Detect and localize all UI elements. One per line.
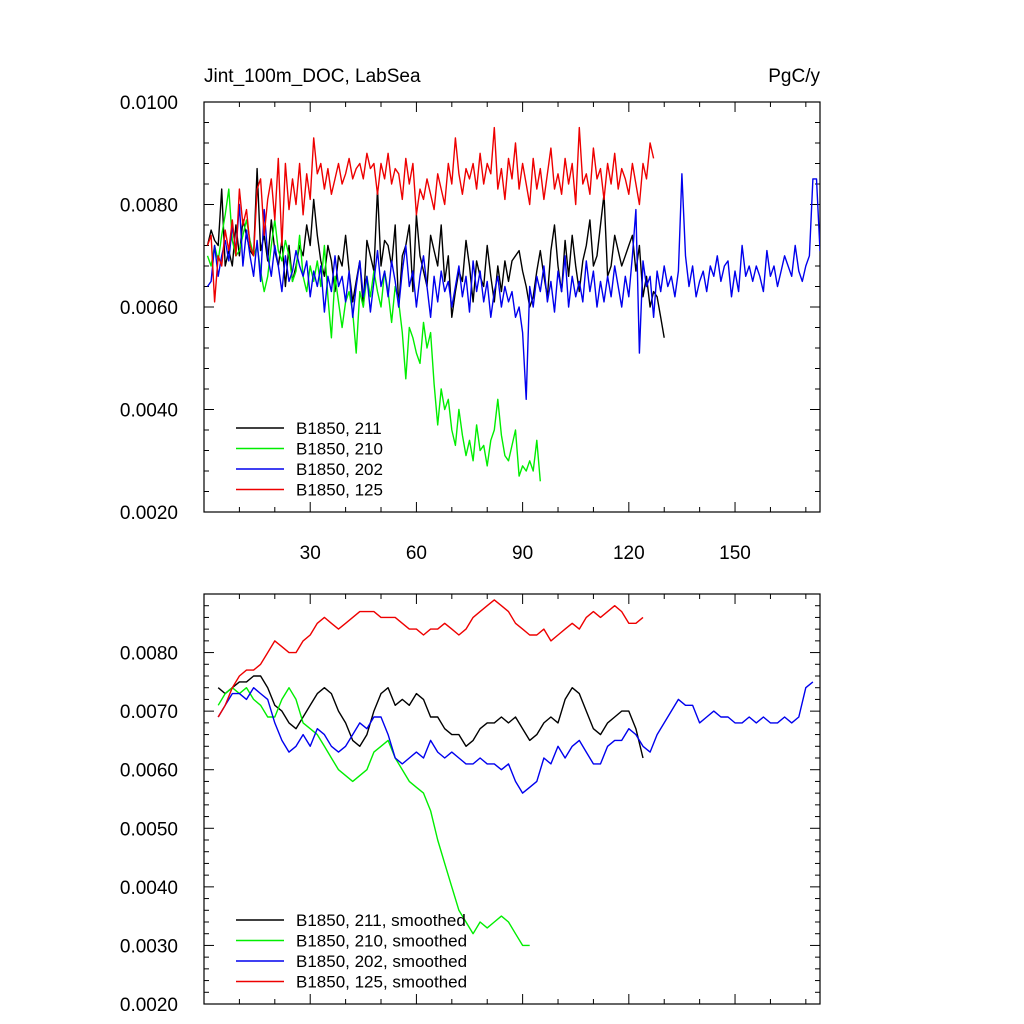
top-panel: Jint_100m_DOC, LabSea PgC/y 0.0020 0.0040… (120, 66, 821, 564)
bottom-panel: 0.0020 0.0030 0.0040 0.0050 0.0060 0.0070 0.00… (120, 593, 821, 1016)
series-line-1 (217, 687, 530, 947)
series-line-3 (217, 599, 644, 718)
x-tick-label: 120 (613, 543, 645, 564)
y-tick-label: 0.0080 (120, 644, 178, 665)
bottom-plot-area: 0.0020 0.0030 0.0040 0.0050 0.0060 0.0070 0.00… (120, 593, 821, 1016)
series-line-0 (206, 167, 665, 338)
legend-label: B1850, 211, smoothed (296, 911, 466, 930)
legend-label: B1850, 210, smoothed (296, 932, 467, 951)
y-tick-label: 0.0060 (120, 298, 178, 319)
legend-label: B1850, 202 (296, 460, 383, 479)
y-tick-label: 0.0100 (120, 93, 178, 114)
chart-title: Jint_100m_DOC, LabSea (204, 66, 421, 87)
series-line-2 (217, 681, 814, 794)
units-label: PgC/y (768, 66, 820, 87)
x-tick-label: 150 (719, 543, 751, 564)
y-tick-label: 0.0040 (120, 401, 178, 422)
y-tick-label: 0.0070 (120, 702, 178, 723)
legend-label: B1850, 125, smoothed (296, 973, 467, 992)
x-tick-label: 60 (406, 543, 427, 564)
y-tick-label: 0.0020 (120, 503, 178, 524)
legend-label: B1850, 211 (296, 419, 382, 438)
series-line-2 (206, 173, 820, 400)
plot-frame (203, 593, 821, 1005)
y-tick-label: 0.0060 (120, 761, 178, 782)
legend-label: B1850, 125 (296, 481, 383, 500)
legend-label: B1850, 210 (296, 440, 383, 459)
y-tick-label: 0.0040 (120, 878, 178, 899)
x-tick-label: 30 (300, 543, 321, 564)
series-line-0 (217, 675, 644, 759)
y-tick-label: 0.0030 (120, 936, 178, 957)
y-tick-label: 0.0080 (120, 196, 178, 217)
y-tick-label: 0.0020 (120, 995, 178, 1016)
series-lines (217, 599, 814, 947)
series-line-3 (206, 126, 655, 303)
series-lines (206, 126, 820, 482)
legend-label: B1850, 202, smoothed (296, 952, 467, 971)
x-tick-label: 90 (512, 543, 533, 564)
top-plot-area: 0.0020 0.0040 0.0060 0.0080 0.0100 30 60 90 120 1… (120, 93, 821, 564)
series-line-1 (206, 188, 541, 482)
y-tick-label: 0.0050 (120, 819, 178, 840)
